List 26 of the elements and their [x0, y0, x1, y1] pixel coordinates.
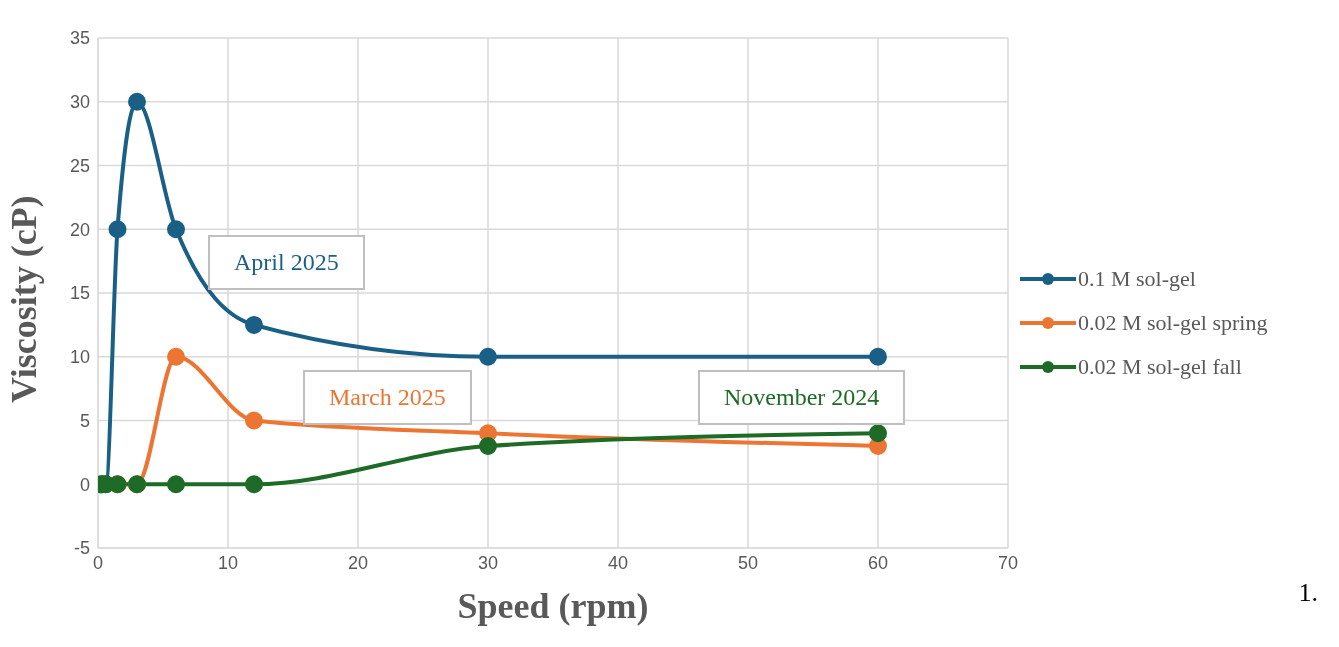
x-tick-label: 40 — [607, 552, 629, 573]
y-tick-label: 30 — [69, 92, 90, 113]
x-axis-title: Speed (rpm) — [457, 586, 649, 626]
x-tick-label: 20 — [347, 552, 369, 573]
x-tick-label: 10 — [217, 552, 239, 573]
legend-label: 0.1 M sol-gel — [1078, 266, 1196, 292]
y-tick-label: 10 — [69, 347, 90, 368]
y-axis-title: Viscosity (cP) — [3, 195, 44, 403]
x-tick-label: 50 — [737, 552, 759, 573]
y-tick-label: 0 — [79, 474, 90, 495]
x-tick-label: 0 — [92, 552, 104, 573]
y-tick-label: -5 — [73, 538, 90, 559]
x-tick-label: 30 — [477, 552, 499, 573]
legend-label: 0.02 M sol-gel spring — [1078, 310, 1268, 336]
annotation: November 2024 — [698, 370, 906, 425]
annotation: April 2025 — [208, 235, 365, 290]
annotation: March 2025 — [303, 370, 472, 425]
y-tick-label: 35 — [69, 28, 90, 49]
y-tick-label: 25 — [69, 155, 90, 176]
x-tick-label: 60 — [867, 552, 889, 573]
legend-label: 0.02 M sol-gel fall — [1078, 354, 1242, 380]
x-tick-label: 70 — [997, 552, 1019, 573]
text: 1. — [1298, 578, 1318, 608]
y-tick-label: 15 — [69, 283, 90, 304]
y-tick-label: 5 — [79, 410, 90, 431]
y-tick-label: 20 — [69, 219, 90, 240]
